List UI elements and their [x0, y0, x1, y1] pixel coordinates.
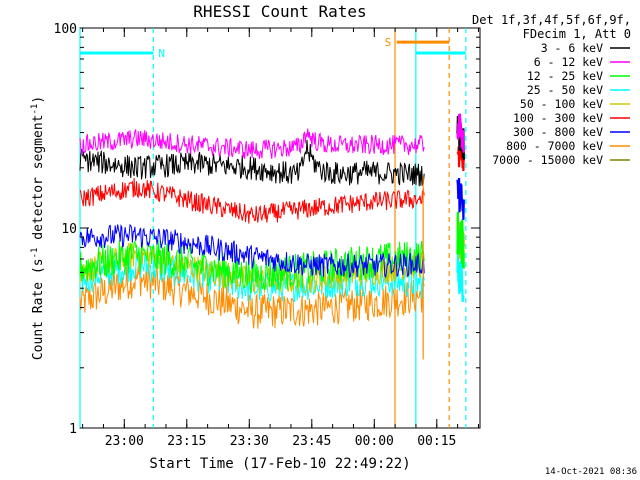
legend-label-0: 3 - 6 keV	[541, 41, 603, 55]
legend-label-5: 100 - 300 keV	[513, 111, 603, 125]
legend-label-3: 25 - 50 keV	[527, 83, 603, 97]
legend-label-2: 12 - 25 keV	[527, 69, 603, 83]
series-line-0	[79, 139, 425, 187]
y-axis-label-main: Count Rate (s	[31, 258, 46, 360]
legend: Det 1f,3f,4f,5f,6f,9f, FDecim 1, Att 0 3…	[472, 13, 631, 167]
x-tick-label-2: 23:30	[230, 434, 269, 449]
plot-area: NS	[79, 27, 481, 429]
x-axis-label: Start Time (17-Feb-10 22:49:22)	[149, 456, 410, 472]
y-axis-label-close: )	[31, 96, 46, 104]
legend-label-1: 6 - 12 keV	[534, 55, 603, 69]
y-axis-label-sup2: -1	[30, 104, 40, 115]
legend-label-6: 300 - 800 keV	[513, 125, 603, 139]
series-late-segment-6	[456, 178, 465, 220]
plot-frame	[79, 27, 481, 429]
y-tick-label-2: 100	[54, 22, 77, 37]
legend-label-7: 800 - 7000 keV	[506, 139, 603, 153]
x-axis-ticks: 23:00 23:15 23:30 23:45 00:00 00:15	[82, 28, 479, 449]
x-tick-label-3: 23:45	[292, 434, 331, 449]
y-axis-label: Count Rate (s-1 detector segment-1)	[30, 96, 46, 360]
footer-timestamp: 14-Oct-2021 08:36	[545, 467, 637, 477]
x-tick-label-0: 23:00	[105, 434, 144, 449]
legend-header-line-2: FDecim 1, Att 0	[523, 27, 631, 41]
legend-header-line-1: Det 1f,3f,4f,5f,6f,9f,	[472, 13, 631, 27]
x-tick-label-5: 00:15	[417, 434, 456, 449]
y-axis-ticks: 1 10 100	[54, 22, 480, 437]
series-late-segment-3	[456, 251, 465, 303]
series-line-5	[79, 177, 425, 224]
legend-label-8: 7000 - 15000 keV	[492, 153, 603, 167]
x-tick-label-4: 00:00	[355, 434, 394, 449]
x-tick-label-1: 23:15	[167, 434, 206, 449]
y-tick-label-0: 1	[69, 422, 77, 437]
series-line-7	[79, 264, 425, 329]
y-axis-label-rest: detector segment	[31, 115, 46, 248]
series-line-6	[79, 223, 425, 279]
series-late-segment-1	[456, 113, 465, 153]
series-line-1	[79, 128, 425, 159]
series-late-segment-2	[456, 211, 465, 269]
y-tick-label-1: 10	[61, 222, 77, 237]
y-axis-label-sup: -1	[30, 248, 40, 259]
chart-title: RHESSI Count Rates	[193, 2, 366, 21]
annotation-label-N: N	[158, 47, 165, 60]
legend-label-4: 50 - 100 keV	[520, 97, 603, 111]
annotation-label-S: S	[385, 36, 392, 49]
